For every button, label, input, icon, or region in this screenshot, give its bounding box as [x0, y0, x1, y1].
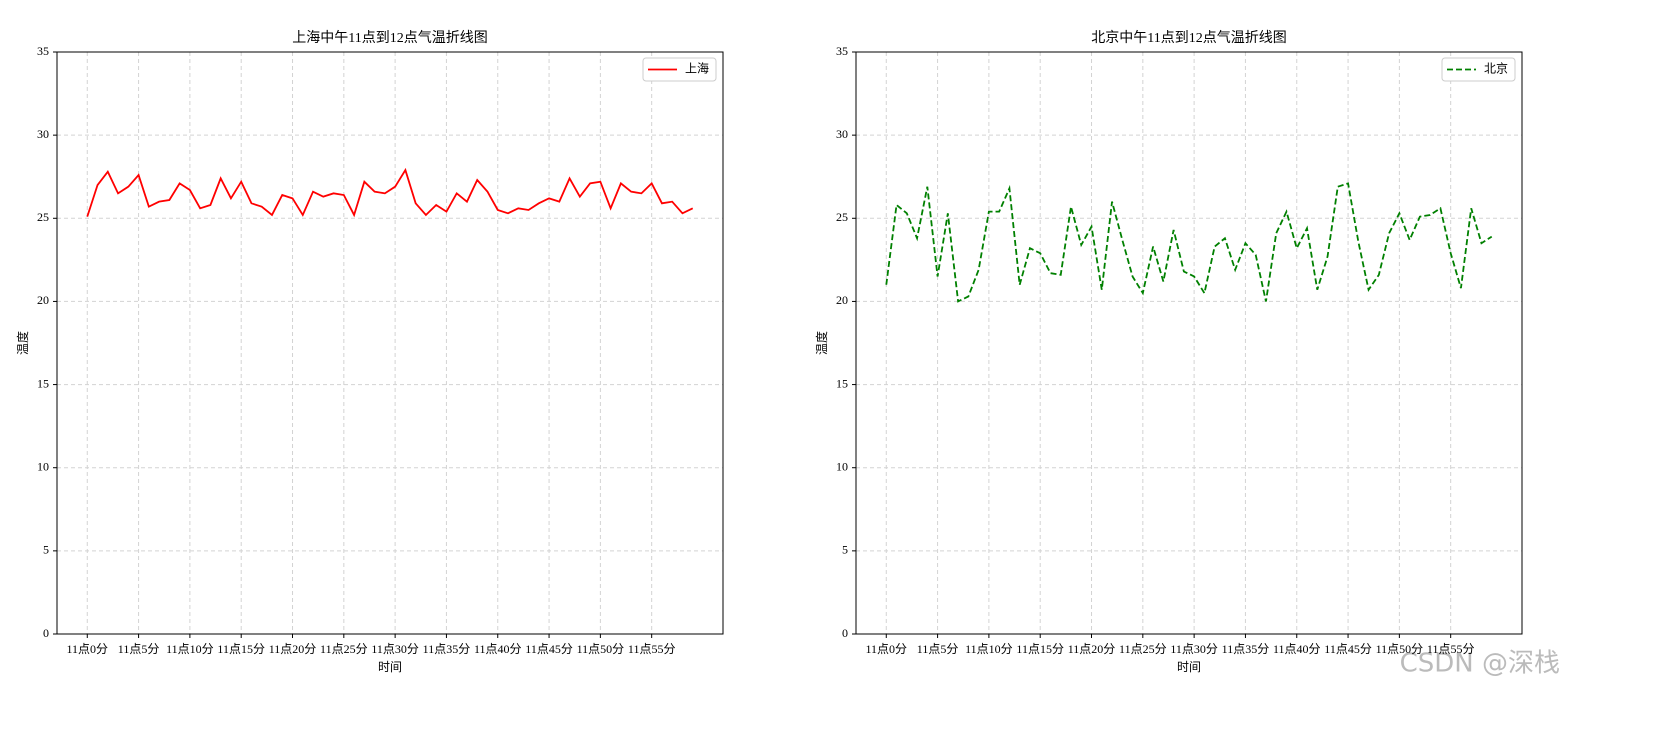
x-tick-label: 11点55分 [628, 642, 676, 656]
y-tick-label: 35 [37, 44, 49, 58]
series-line [86, 167, 694, 218]
y-tick-label: 0 [842, 626, 848, 640]
y-tick-label: 15 [37, 376, 49, 390]
x-tick-label: 11点10分 [166, 642, 214, 656]
axes-frame [56, 51, 724, 635]
y-tick-label: 5 [842, 543, 848, 557]
axes-frame [855, 51, 1523, 635]
x-tick-label: 11点5分 [917, 642, 959, 656]
x-tick-label: 11点35分 [423, 642, 471, 656]
x-tick-label: 11点5分 [118, 642, 160, 656]
legend-box [642, 57, 717, 82]
chart-title: 上海中午11点到12点气温折线图 [292, 30, 487, 46]
x-tick-label: 11点55分 [1427, 642, 1475, 656]
chart-title: 北京中午11点到12点气温折线图 [1091, 30, 1286, 46]
x-tick-label: 11点40分 [474, 642, 522, 656]
x-tick-label: 11点45分 [1324, 642, 1372, 656]
legend-label: 上海 [685, 60, 709, 75]
watermark: CSDN @深栈 [1400, 649, 1560, 679]
x-tick-label: 11点30分 [1170, 642, 1218, 656]
y-tick-label: 25 [836, 210, 848, 224]
y-tick-label: 30 [836, 127, 848, 141]
x-tick-label: 11点15分 [217, 642, 265, 656]
y-tick-label: 30 [37, 127, 49, 141]
series-line [885, 182, 1493, 303]
x-tick-label: 11点0分 [865, 642, 907, 656]
x-tick-label: 11点20分 [1068, 642, 1116, 656]
x-tick-label: 11点50分 [1376, 642, 1424, 656]
x-tick-label: 11点15分 [1016, 642, 1064, 656]
x-tick-label: 11点10分 [965, 642, 1013, 656]
x-tick-label: 11点40分 [1273, 642, 1321, 656]
x-tick-label: 11点20分 [269, 642, 317, 656]
y-tick-label: 5 [43, 543, 49, 557]
legend-label: 北京 [1484, 61, 1508, 75]
y-axis-label: 温度 [15, 331, 30, 355]
y-tick-label: 25 [37, 210, 49, 224]
x-tick-label: 11点45分 [525, 642, 573, 656]
y-axis-label: 温度 [814, 331, 829, 355]
y-tick-label: 35 [836, 44, 848, 58]
x-tick-label: 11点25分 [320, 642, 368, 656]
y-tick-label: 0 [43, 626, 49, 640]
x-axis-label: 时间 [378, 660, 402, 674]
y-tick-label: 10 [37, 459, 49, 473]
legend-box [1441, 57, 1516, 82]
x-tick-label: 11点50分 [577, 642, 625, 656]
y-tick-label: 10 [836, 459, 848, 473]
x-tick-label: 11点30分 [371, 642, 419, 656]
y-tick-label: 15 [836, 376, 848, 390]
y-tick-label: 20 [37, 293, 49, 307]
x-tick-label: 11点35分 [1222, 642, 1270, 656]
y-tick-label: 20 [836, 293, 848, 307]
x-axis-label: 时间 [1177, 660, 1201, 674]
x-tick-label: 11点0分 [66, 642, 108, 656]
x-tick-label: 11点25分 [1119, 642, 1167, 656]
